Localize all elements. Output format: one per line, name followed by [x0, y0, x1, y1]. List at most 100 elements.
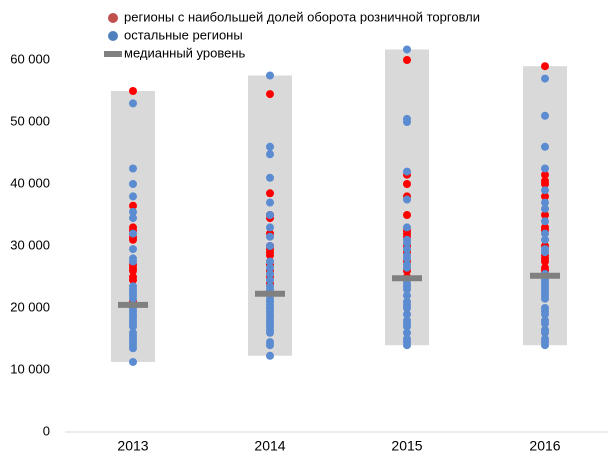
y-tick-label: 0: [43, 423, 50, 438]
data-point: [541, 198, 549, 207]
data-point: [129, 192, 137, 201]
data-point: [403, 180, 411, 188]
data-point: [403, 291, 411, 300]
x-tick-label: 2015: [391, 438, 422, 454]
data-point: [403, 195, 411, 204]
data-point: [129, 87, 137, 95]
data-point: [129, 164, 137, 173]
x-tick-label: 2016: [529, 438, 560, 454]
data-point: [266, 276, 274, 285]
data-point: [403, 310, 411, 319]
data-point: [403, 245, 411, 254]
data-point: [266, 223, 274, 232]
median-mark: [530, 272, 560, 279]
data-point: [541, 186, 549, 195]
data-point: [541, 217, 549, 226]
data-point: [541, 319, 549, 328]
data-point: [129, 344, 137, 353]
data-point: [129, 245, 137, 254]
data-point: [403, 304, 411, 312]
data-point: [541, 74, 549, 83]
data-point: [266, 150, 274, 159]
median-mark: [392, 275, 422, 282]
median-mark: [255, 290, 285, 297]
data-point: [129, 235, 137, 244]
data-point: [266, 90, 274, 99]
data-point: [403, 322, 411, 331]
data-point: [266, 341, 274, 350]
data-point: [541, 294, 549, 303]
x-tick-label: 2013: [117, 438, 148, 454]
y-tick-label: 30 000: [10, 237, 50, 252]
data-point: [403, 328, 411, 337]
data-point: [129, 266, 137, 275]
y-tick-label: 50 000: [10, 113, 50, 128]
data-point: [403, 254, 411, 263]
data-point: [129, 201, 137, 210]
data-point: [403, 167, 411, 176]
data-point: [403, 118, 411, 126]
data-point: [266, 257, 274, 266]
data-point: [266, 328, 274, 337]
data-point: [266, 263, 274, 272]
data-point: [266, 232, 274, 241]
data-point: [129, 257, 137, 266]
data-point: [541, 328, 549, 337]
data-point: [266, 142, 274, 151]
data-point: [541, 211, 549, 219]
legend-marker: [108, 31, 118, 41]
data-point: [129, 322, 137, 331]
data-point: [129, 99, 137, 108]
data-point: [541, 235, 549, 244]
data-point: [129, 229, 137, 238]
data-point: [266, 173, 274, 182]
legend-marker: [104, 51, 122, 57]
data-point: [129, 214, 137, 223]
data-point: [266, 251, 274, 260]
median-mark: [118, 301, 148, 308]
legend-label: остальные регионы: [124, 27, 243, 42]
data-point: [541, 180, 549, 188]
legend-label: регионы с наибольшей долей оборота розни…: [124, 9, 480, 24]
data-point: [541, 62, 549, 71]
data-point: [403, 285, 411, 294]
data-point: [403, 341, 411, 350]
data-point: [129, 207, 137, 216]
legend-label: медианный уровень: [124, 45, 246, 60]
data-point: [129, 276, 137, 285]
data-point: [403, 263, 411, 272]
data-point: [266, 71, 274, 80]
y-tick-label: 60 000: [10, 51, 50, 66]
data-point: [266, 351, 274, 360]
data-point: [266, 242, 274, 250]
data-point: [541, 248, 549, 257]
data-point: [541, 310, 549, 319]
data-point: [541, 204, 549, 213]
data-point: [403, 223, 411, 232]
data-point: [266, 198, 274, 207]
data-point: [541, 142, 549, 151]
data-point: [129, 294, 137, 303]
data-point: [403, 45, 411, 54]
data-point: [129, 180, 137, 188]
data-point: [266, 211, 274, 219]
data-point: [541, 192, 549, 201]
data-point: [541, 341, 549, 350]
y-tick-label: 40 000: [10, 175, 50, 190]
y-tick-label: 20 000: [10, 299, 50, 314]
data-point: [403, 238, 411, 247]
data-point: [403, 211, 411, 219]
data-point: [541, 257, 549, 266]
data-point: [403, 56, 411, 64]
data-point: [541, 170, 549, 179]
data-point: [129, 357, 137, 366]
legend-marker: [108, 13, 118, 23]
data-point: [541, 164, 549, 173]
x-tick-label: 2014: [254, 438, 285, 454]
data-point: [541, 111, 549, 120]
data-point: [266, 269, 274, 278]
data-point: [266, 189, 274, 198]
data-point: [541, 229, 549, 238]
y-tick-label: 10 000: [10, 361, 50, 376]
